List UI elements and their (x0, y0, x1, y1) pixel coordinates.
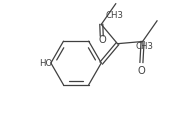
Text: CH3: CH3 (136, 42, 154, 51)
Text: HO: HO (40, 58, 53, 68)
Text: CH3: CH3 (105, 11, 123, 20)
Text: O: O (137, 66, 145, 76)
Text: O: O (98, 35, 106, 45)
